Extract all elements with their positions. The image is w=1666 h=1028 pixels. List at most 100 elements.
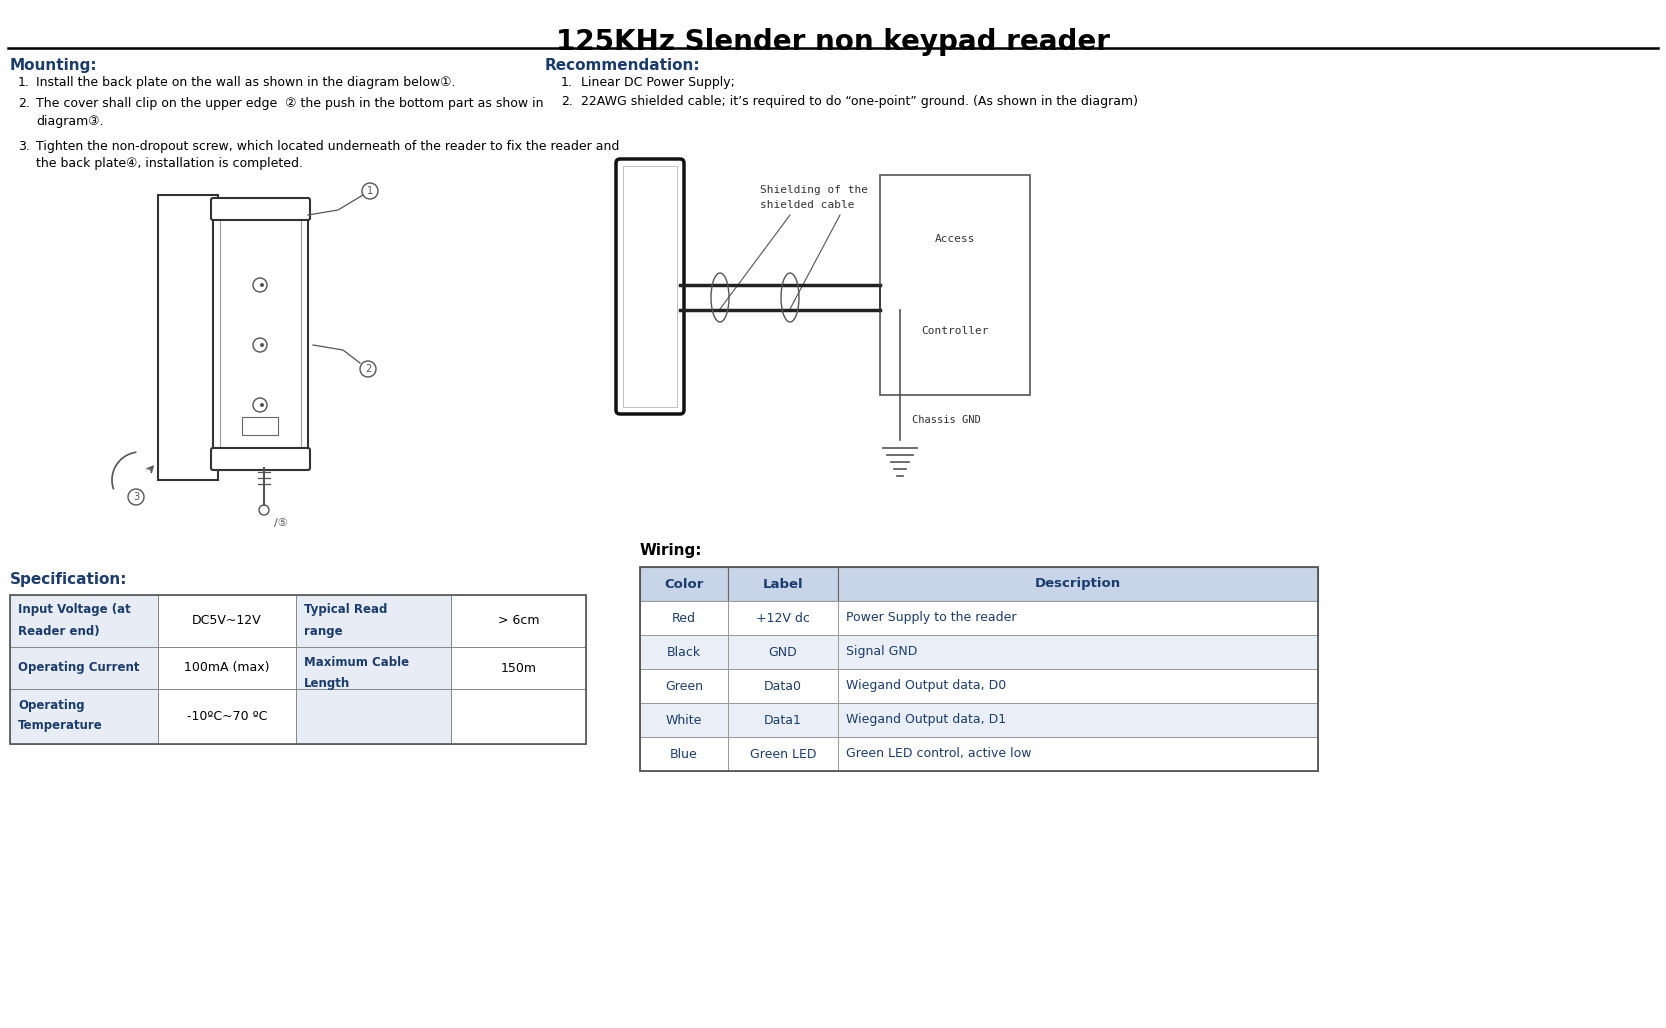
Bar: [728, 601, 838, 635]
Text: Wiegand Output data, D0: Wiegand Output data, D0: [846, 680, 1006, 693]
Bar: [838, 635, 1318, 669]
Text: Power Supply to the reader: Power Supply to the reader: [846, 612, 1016, 624]
Text: /⑤: /⑤: [273, 518, 288, 528]
Text: -10ºC~70 ºC: -10ºC~70 ºC: [187, 710, 267, 723]
Text: White: White: [666, 713, 701, 727]
Text: Chassis GND: Chassis GND: [911, 415, 981, 425]
Text: 2: 2: [365, 364, 372, 374]
Bar: [451, 595, 586, 647]
Text: Label: Label: [763, 578, 803, 590]
Bar: [838, 601, 1318, 635]
Text: 3: 3: [133, 492, 138, 502]
Bar: [158, 689, 297, 744]
Bar: [10, 689, 158, 744]
Bar: [728, 635, 838, 669]
Text: Green: Green: [665, 680, 703, 693]
Text: Typical Read: Typical Read: [303, 602, 388, 616]
Bar: [728, 703, 838, 737]
Polygon shape: [158, 195, 218, 480]
Text: Green LED: Green LED: [750, 747, 816, 761]
Circle shape: [260, 283, 263, 287]
Bar: [838, 669, 1318, 703]
Bar: [158, 647, 297, 689]
Bar: [623, 166, 676, 407]
Bar: [10, 647, 158, 689]
Bar: [451, 689, 586, 744]
Bar: [640, 703, 728, 737]
Text: 1.: 1.: [561, 76, 573, 89]
Bar: [158, 595, 297, 647]
Text: Blue: Blue: [670, 747, 698, 761]
Bar: [728, 669, 838, 703]
FancyBboxPatch shape: [616, 159, 685, 414]
Text: Recommendation:: Recommendation:: [545, 58, 701, 73]
Bar: [838, 703, 1318, 737]
Bar: [880, 175, 1030, 395]
Text: Access: Access: [935, 234, 975, 245]
Text: +12V dc: +12V dc: [756, 612, 810, 624]
Text: Reader end): Reader end): [18, 624, 100, 637]
Text: Length: Length: [303, 676, 350, 690]
Text: Operating: Operating: [18, 698, 85, 711]
Text: 100mA (max): 100mA (max): [185, 661, 270, 674]
Bar: [297, 595, 451, 647]
Text: 3.: 3.: [18, 140, 30, 153]
Polygon shape: [213, 200, 308, 468]
Text: Controller: Controller: [921, 326, 988, 335]
Bar: [640, 635, 728, 669]
Text: Description: Description: [1035, 578, 1121, 590]
FancyBboxPatch shape: [212, 448, 310, 470]
Text: shielded cable: shielded cable: [760, 200, 855, 210]
Text: range: range: [303, 624, 343, 637]
Bar: [838, 567, 1318, 601]
Bar: [242, 417, 278, 435]
Text: 2.: 2.: [561, 95, 573, 108]
Text: Input Voltage (at: Input Voltage (at: [18, 602, 130, 616]
Text: Tighten the non-dropout screw, which located underneath of the reader to fix the: Tighten the non-dropout screw, which loc…: [37, 140, 620, 153]
Text: diagram③.: diagram③.: [37, 115, 103, 128]
Text: The cover shall clip on the upper edge  ② the push in the bottom part as show in: The cover shall clip on the upper edge ②…: [37, 97, 543, 110]
FancyBboxPatch shape: [212, 198, 310, 220]
Text: Red: Red: [671, 612, 696, 624]
Text: Install the back plate on the wall as shown in the diagram below①.: Install the back plate on the wall as sh…: [37, 76, 455, 89]
Text: Black: Black: [666, 646, 701, 659]
Bar: [297, 647, 451, 689]
Text: DC5V~12V: DC5V~12V: [192, 615, 262, 627]
Text: Mounting:: Mounting:: [10, 58, 98, 73]
Bar: [640, 737, 728, 771]
Bar: [640, 567, 728, 601]
Bar: [728, 567, 838, 601]
Text: Data1: Data1: [765, 713, 801, 727]
Bar: [10, 595, 586, 744]
Circle shape: [260, 343, 263, 347]
Text: 150m: 150m: [500, 661, 536, 674]
Text: 2.: 2.: [18, 97, 30, 110]
Text: Specification:: Specification:: [10, 572, 128, 587]
Bar: [640, 567, 1318, 771]
Text: Data0: Data0: [765, 680, 801, 693]
Bar: [297, 689, 451, 744]
Text: Operating Current: Operating Current: [18, 661, 140, 674]
Text: Signal GND: Signal GND: [846, 646, 918, 659]
Bar: [640, 601, 728, 635]
Bar: [220, 207, 302, 461]
Text: 22AWG shielded cable; it’s required to do “one-point” ground. (As shown in the d: 22AWG shielded cable; it’s required to d…: [581, 95, 1138, 108]
Text: reader: reader: [628, 280, 671, 293]
Text: 1.: 1.: [18, 76, 30, 89]
Circle shape: [260, 403, 263, 407]
Text: Temperature: Temperature: [18, 720, 103, 733]
Bar: [838, 737, 1318, 771]
Text: Linear DC Power Supply;: Linear DC Power Supply;: [581, 76, 735, 89]
Text: the back plate④, installation is completed.: the back plate④, installation is complet…: [37, 157, 303, 170]
Bar: [451, 647, 586, 689]
Text: Wiegand Output data, D1: Wiegand Output data, D1: [846, 713, 1006, 727]
Text: GND: GND: [768, 646, 798, 659]
Text: Shielding of the: Shielding of the: [760, 185, 868, 195]
Bar: [10, 595, 158, 647]
Text: 125KHz Slender non keypad reader: 125KHz Slender non keypad reader: [556, 28, 1110, 56]
Bar: [640, 669, 728, 703]
Bar: [728, 737, 838, 771]
Text: 1: 1: [367, 186, 373, 196]
Text: Wiring:: Wiring:: [640, 543, 703, 558]
Text: Color: Color: [665, 578, 703, 590]
